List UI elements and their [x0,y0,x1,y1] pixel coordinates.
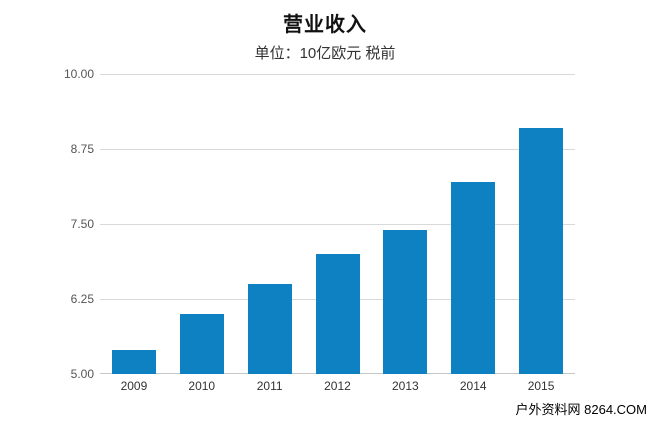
gridline [100,74,575,75]
bar-2011 [247,284,292,374]
bar-2014 [451,182,496,374]
y-tick-label: 5.00 [70,367,94,381]
chart-title: 营业收入 [283,14,367,36]
x-tick-label: 2013 [391,379,419,393]
gridline [100,224,575,225]
x-tick-label: 2011 [256,379,283,393]
watermark: 户外资料网 8264.COM [515,402,647,417]
bar-2013 [383,230,428,374]
x-tick-label: 2012 [324,379,351,393]
chart-subtitle: 单位：10亿欧元 税前 [254,45,396,62]
y-tick-label: 10.00 [63,67,94,81]
x-tick-label: 2014 [459,379,487,393]
gridline [100,149,575,150]
bar-2012 [315,254,360,374]
x-tick-label: 2010 [188,379,216,393]
bar-2010 [179,314,224,374]
y-tick-label: 8.75 [70,142,94,156]
y-tick-label: 6.25 [70,292,94,306]
x-tick-label: 2015 [527,379,555,393]
bar-2009 [111,350,156,374]
bar-2015 [519,128,564,374]
y-tick-label: 7.50 [70,217,94,231]
plot-area [100,74,575,374]
x-tick-label: 2009 [120,379,148,393]
